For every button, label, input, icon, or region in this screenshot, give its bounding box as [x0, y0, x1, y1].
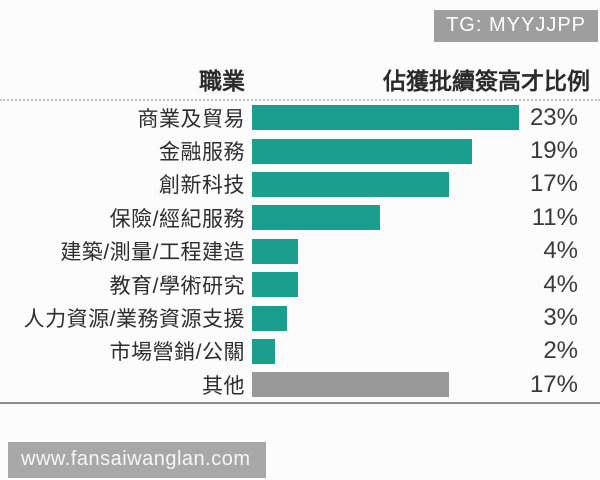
watermark: www.fansaiwanglan.com	[8, 442, 266, 478]
value-label: 17%	[529, 370, 578, 398]
value-label: 4%	[543, 270, 578, 298]
bar	[252, 372, 450, 398]
table-row: 人力資源/業務資源支援 3%	[0, 301, 600, 334]
table-row: 市場營銷/公關 2%	[0, 335, 600, 368]
bar	[252, 105, 519, 131]
value-label: 11%	[531, 203, 578, 231]
table-row: 其他 17%	[0, 368, 600, 401]
table-row: 保險/經紀服務 11%	[0, 201, 600, 234]
chart-bottom-rule	[0, 401, 600, 404]
category-label: 其他	[202, 374, 245, 398]
table-row: 金融服務 19%	[0, 134, 600, 167]
value-label: 19%	[529, 137, 578, 165]
category-label: 建築/測量/工程建造	[60, 241, 245, 265]
column-header-occupation: 職業	[199, 68, 245, 94]
category-label: 商業及貿易	[137, 107, 245, 131]
bar	[252, 138, 473, 164]
category-label: 市場營銷/公關	[109, 341, 245, 365]
category-label: 創新科技	[159, 174, 245, 198]
table-row: 商業及貿易 23%	[0, 101, 600, 134]
bar-rows: 商業及貿易 23% 金融服務 19% 創新科技 17% 保險/經紀服務 11%	[0, 101, 600, 402]
bar	[252, 205, 380, 231]
bar	[252, 305, 287, 331]
category-label: 保險/經紀服務	[109, 207, 245, 231]
table-row: 建築/測量/工程建造 4%	[0, 235, 600, 268]
table-row: 創新科技 17%	[0, 168, 600, 201]
value-label: 17%	[529, 170, 578, 198]
bar	[252, 272, 299, 298]
value-label: 3%	[543, 304, 578, 332]
category-label: 教育/學術研究	[109, 274, 245, 298]
category-label: 金融服務	[159, 141, 245, 165]
bar	[252, 338, 276, 364]
bar	[252, 238, 299, 264]
table-row: 教育/學術研究 4%	[0, 268, 600, 301]
value-label: 2%	[543, 337, 578, 365]
value-label: 23%	[529, 103, 578, 131]
bar	[252, 171, 450, 197]
bar-chart: 職業 佔獲批續簽高才比例 商業及貿易 23% 金融服務 19% 創新科技 17%…	[0, 62, 600, 404]
column-header-percentage: 佔獲批續簽高才比例	[383, 68, 590, 94]
chart-header-row: 職業 佔獲批續簽高才比例	[0, 62, 600, 101]
telegram-badge: TG: MYYJJPP	[434, 10, 598, 42]
value-label: 4%	[543, 237, 578, 265]
category-label: 人力資源/業務資源支援	[23, 308, 245, 332]
